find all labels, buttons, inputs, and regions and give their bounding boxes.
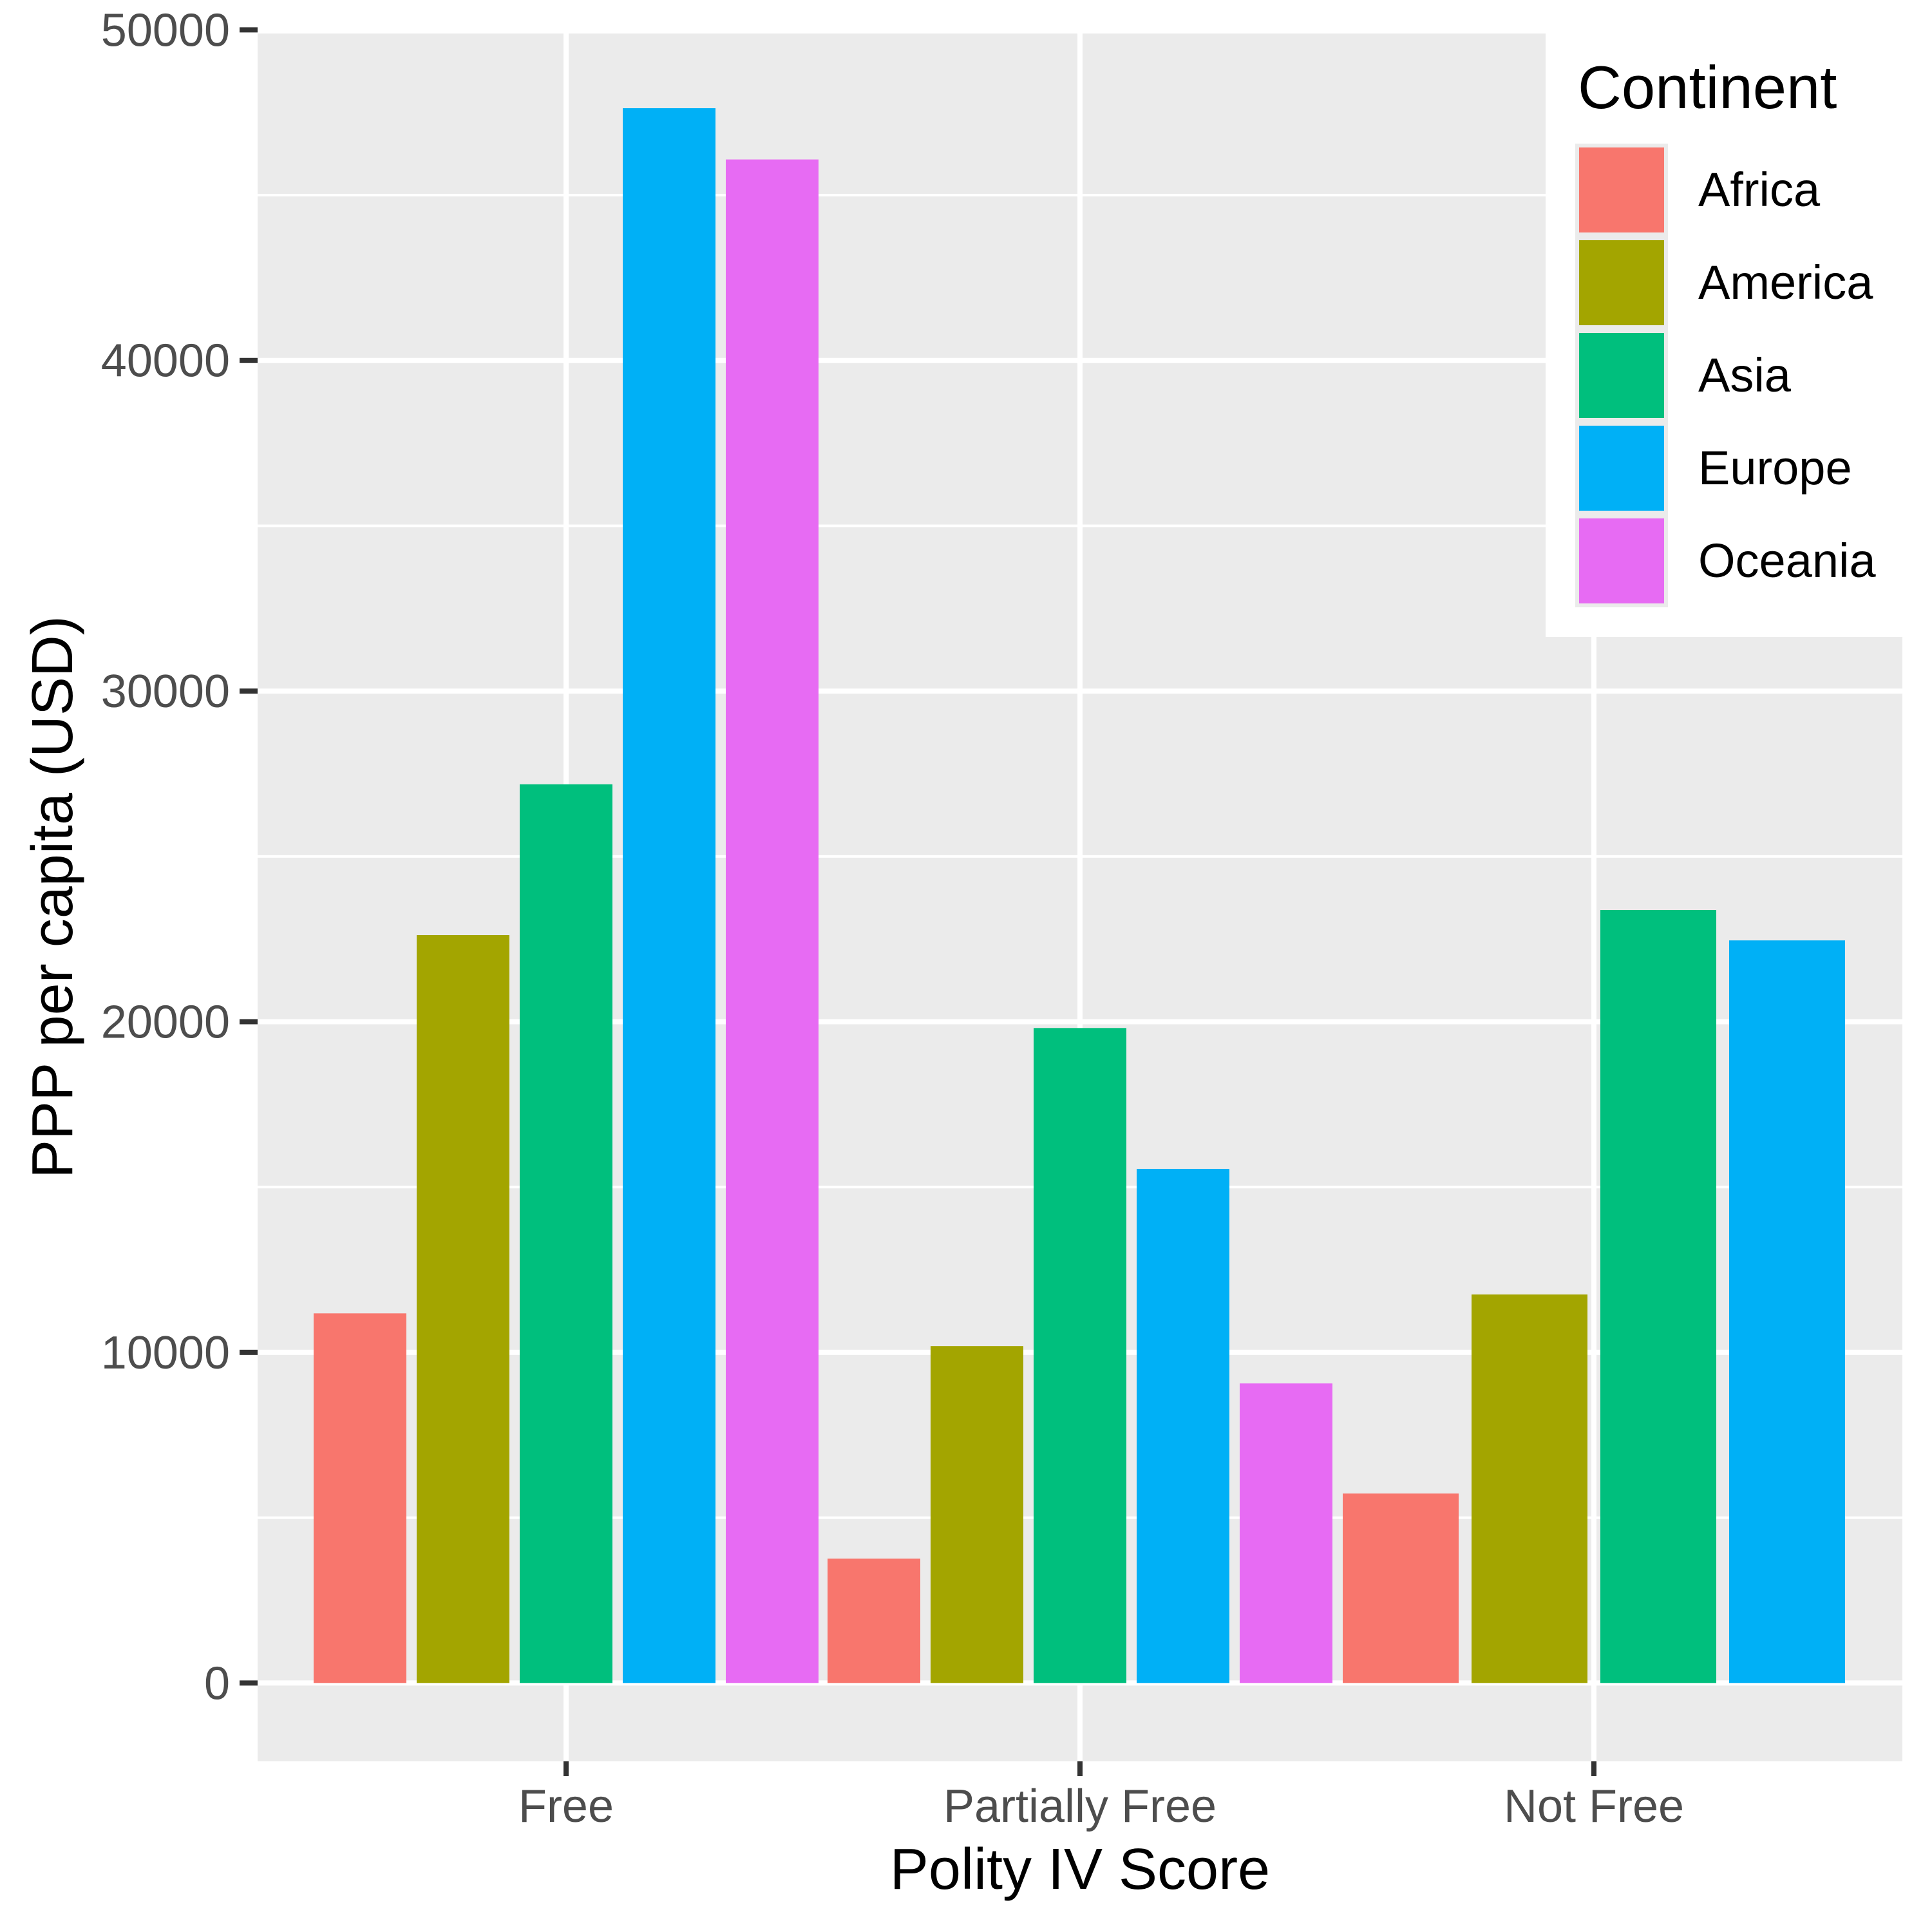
legend-label: Oceania <box>1698 534 1876 587</box>
bar-africa-not-free <box>1343 1493 1459 1683</box>
legend-item-africa: Africa <box>1579 147 1821 232</box>
legend-swatch <box>1579 426 1664 511</box>
x-tick-label: Partially Free <box>943 1781 1217 1832</box>
legend-label: Europe <box>1698 441 1852 495</box>
bar-europe-not-free <box>1729 940 1845 1683</box>
legend: Continent Africa America Asia Europe Oceania <box>1546 0 1932 637</box>
x-tick-label: Not Free <box>1504 1781 1684 1832</box>
legend-swatch <box>1579 147 1664 232</box>
bar-europe-partially-free <box>1137 1168 1229 1683</box>
legend-items: Africa America Asia Europe Oceania <box>1579 147 1876 603</box>
bar-america-not-free <box>1472 1294 1587 1683</box>
y-tick-label: 20000 <box>101 997 230 1048</box>
legend-swatch <box>1579 240 1664 325</box>
legend-swatch <box>1579 333 1664 418</box>
y-tick-label: 0 <box>204 1658 230 1709</box>
x-axis: Free Partially Free Not Free <box>518 1761 1684 1832</box>
legend-swatch <box>1579 518 1664 603</box>
y-tick-label: 50000 <box>101 5 230 56</box>
legend-label: Asia <box>1698 348 1792 402</box>
bar-africa-free <box>314 1313 406 1683</box>
y-tick-label: 40000 <box>101 336 230 387</box>
legend-label: Africa <box>1698 163 1821 216</box>
x-tick-label: Free <box>518 1781 614 1832</box>
bar-oceania-free <box>726 159 819 1683</box>
y-tick-label: 30000 <box>101 666 230 717</box>
legend-item-oceania: Oceania <box>1579 518 1876 603</box>
y-axis-title: PPP per capita (USD) <box>21 616 85 1179</box>
y-axis: 0 10000 20000 30000 40000 50000 <box>101 5 258 1709</box>
bar-asia-free <box>520 784 612 1683</box>
bar-asia-partially-free <box>1034 1028 1126 1683</box>
bar-america-partially-free <box>931 1346 1023 1683</box>
legend-item-asia: Asia <box>1579 333 1792 418</box>
bar-africa-partially-free <box>828 1558 920 1683</box>
bar-america-free <box>417 935 509 1683</box>
y-tick-label: 10000 <box>101 1327 230 1379</box>
legend-title: Continent <box>1578 53 1837 121</box>
legend-label: America <box>1698 256 1873 309</box>
bars <box>314 108 1845 1683</box>
legend-item-europe: Europe <box>1579 426 1852 511</box>
bar-asia-not-free <box>1600 910 1716 1683</box>
x-axis-title: Polity IV Score <box>890 1837 1270 1902</box>
legend-item-america: America <box>1579 240 1873 325</box>
bar-europe-free <box>623 108 715 1683</box>
bar-oceania-partially-free <box>1240 1383 1332 1683</box>
